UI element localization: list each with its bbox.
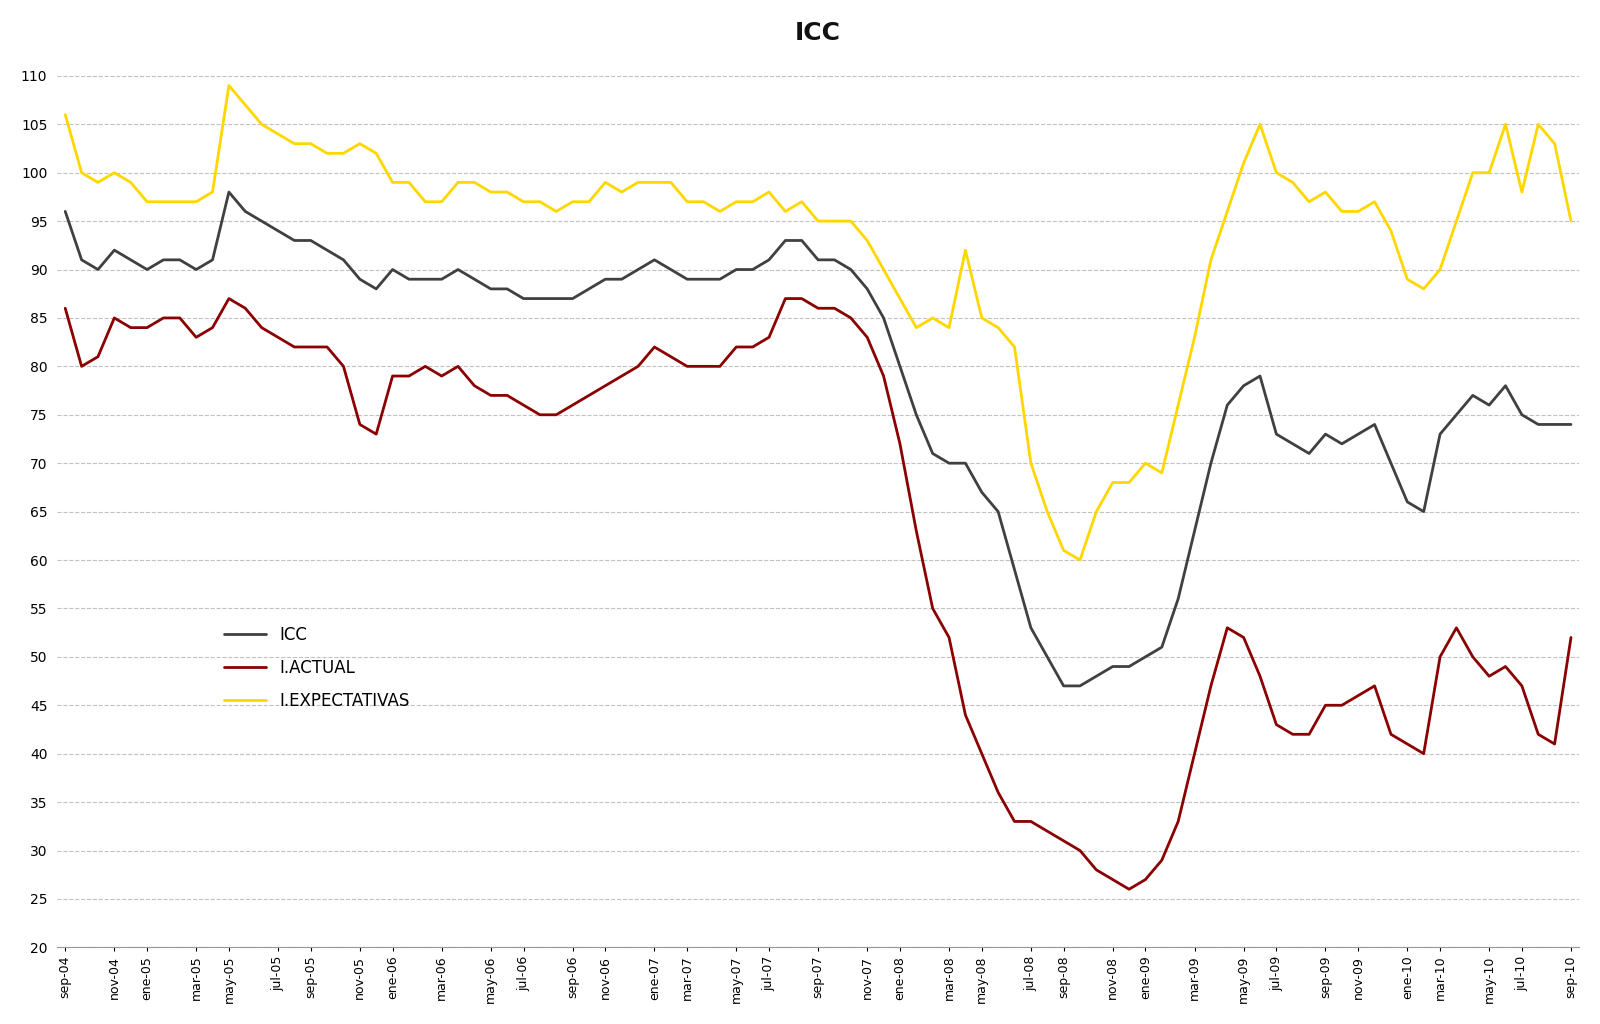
I.ACTUAL	[219, 293, 238, 305]
I.ACTUAL	[382, 370, 402, 382]
ICC	[56, 205, 75, 217]
I.ACTUAL	[1136, 873, 1155, 886]
I.EXPECTATIVAS	[56, 109, 75, 121]
ICC	[1283, 437, 1302, 450]
I.EXPECTATIVAS	[826, 215, 845, 227]
I.EXPECTATIVAS	[1562, 215, 1581, 227]
I.EXPECTATIVAS	[1070, 554, 1090, 566]
ICC	[1562, 419, 1581, 431]
ICC	[1054, 680, 1074, 692]
ICC	[317, 244, 336, 256]
Line: I.ACTUAL: I.ACTUAL	[66, 299, 1571, 889]
I.ACTUAL	[826, 302, 845, 314]
I.EXPECTATIVAS	[1136, 457, 1155, 469]
I.EXPECTATIVAS	[269, 128, 288, 140]
I.ACTUAL	[317, 341, 336, 353]
ICC	[382, 263, 402, 275]
I.ACTUAL	[1120, 883, 1139, 895]
I.EXPECTATIVAS	[219, 80, 238, 92]
ICC	[826, 254, 845, 266]
I.ACTUAL	[269, 331, 288, 343]
I.EXPECTATIVAS	[382, 176, 402, 188]
ICC	[219, 186, 238, 199]
I.ACTUAL	[56, 302, 75, 314]
Line: I.EXPECTATIVAS: I.EXPECTATIVAS	[66, 86, 1571, 560]
ICC	[1136, 650, 1155, 663]
I.ACTUAL	[1283, 728, 1302, 740]
Legend: ICC, I.ACTUAL, I.EXPECTATIVAS: ICC, I.ACTUAL, I.EXPECTATIVAS	[218, 618, 416, 717]
I.ACTUAL	[1562, 632, 1581, 644]
ICC	[269, 224, 288, 237]
Title: ICC: ICC	[795, 20, 842, 45]
I.EXPECTATIVAS	[317, 147, 336, 160]
Line: ICC: ICC	[66, 193, 1571, 686]
I.EXPECTATIVAS	[1283, 176, 1302, 188]
